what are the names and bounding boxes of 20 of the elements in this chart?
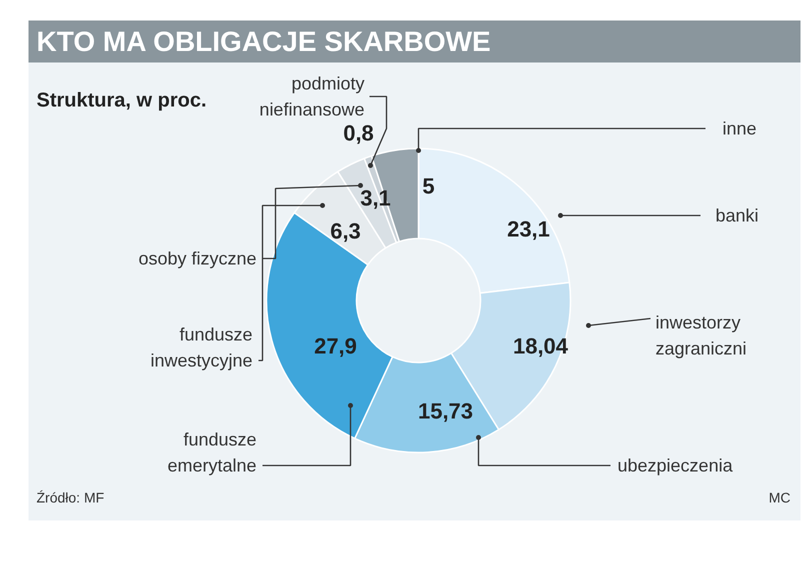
slice-label: podmioty niefinansowe bbox=[259, 74, 365, 120]
text: Struktura, w proc. bbox=[36, 90, 207, 112]
text: MC bbox=[768, 490, 791, 506]
data-label: 23,1 bbox=[507, 216, 550, 242]
slice-label: banki bbox=[716, 206, 759, 226]
slice-label: fundusze inwestycyjne bbox=[150, 324, 253, 370]
data-label: 0,8 bbox=[343, 120, 374, 146]
slice-label: osoby fizyczne bbox=[138, 248, 257, 268]
data-label: 18,04 bbox=[512, 334, 569, 358]
slice-label: inwestorzy zagraniczni bbox=[656, 312, 747, 358]
slice-label: fundusze emerytalne bbox=[167, 430, 257, 476]
data-label: 15,73 bbox=[418, 398, 474, 424]
chart-title: KTO MA OBLIGACJE SKARBOWE bbox=[36, 26, 491, 57]
slice-label: inne bbox=[722, 118, 757, 138]
text: Źródło: MF bbox=[36, 490, 104, 506]
data-label: 6,3 bbox=[330, 218, 361, 244]
data-label: 3,1 bbox=[360, 186, 391, 210]
slice-label: ubezpieczenia bbox=[618, 456, 734, 476]
data-label: 27,9 bbox=[314, 334, 357, 358]
data-label: 5 bbox=[422, 174, 435, 198]
